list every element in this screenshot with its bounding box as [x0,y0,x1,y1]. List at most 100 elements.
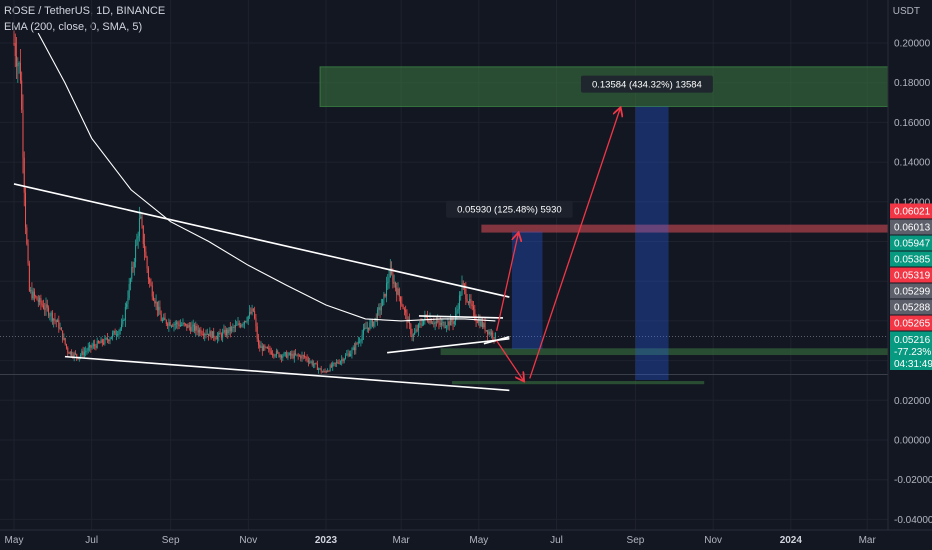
candle-body [325,371,327,373]
candle-body [72,355,74,357]
candle-body [178,324,180,327]
candle-body [53,318,55,321]
candle-body [319,368,321,370]
candle-body [434,321,436,324]
candle-body [232,326,234,328]
candle-body [68,352,70,354]
candle-body [150,282,152,286]
candle-body [223,329,225,333]
price-badge [890,299,932,315]
candle-body [48,307,50,316]
candle-body [471,304,473,307]
candle-body [483,323,485,328]
candle-body [324,371,326,373]
candle-body [362,329,364,335]
candle-body [97,341,99,343]
candle-body [82,351,84,356]
candle-body [37,300,39,303]
candle-body [493,337,495,339]
candle-body [27,243,29,264]
candle-body [104,338,106,344]
candle-body [129,278,131,284]
price-badge [890,315,932,331]
candle-body [342,359,344,362]
candle-body [41,303,43,306]
candle-body [131,267,133,279]
candle-body [348,353,350,357]
candle-body [228,327,230,334]
candle-body [16,55,18,67]
candle-body [277,351,279,353]
candle-body [218,332,220,337]
candle-body [296,354,298,356]
candle-body [250,311,252,314]
bar-countdown: 04:31:49 [894,359,932,370]
candle-body [50,312,52,316]
candle-body [380,306,382,311]
candle-body [214,337,216,339]
candle-body [138,218,140,237]
ema-line [37,32,496,322]
candle-body [90,345,92,348]
candle-body [297,354,299,356]
candle-body [465,288,467,300]
candle-body [487,330,489,335]
current-price-change: -77.23% [894,347,931,358]
candle-body [177,322,179,325]
candle-body [112,333,114,338]
candle-body [291,354,293,356]
candle-body [172,325,174,327]
candle-body [67,347,69,353]
candle-body [415,329,417,333]
candle-body [205,333,207,335]
candle-body [489,331,491,335]
candle-body [316,363,318,370]
candle-body [245,321,247,323]
candle-body [318,368,320,370]
candle-body [476,321,478,323]
candle-body [443,322,445,328]
candle-body [197,330,199,333]
candle-body [269,348,271,352]
candle-body [384,293,386,297]
candle-body [91,346,93,348]
candle-body [247,316,249,321]
candle-body [251,308,253,314]
y-tick-label: 0.18000 [894,78,931,89]
candle-body [301,355,303,359]
candle-body [113,330,115,334]
candle-body [165,320,167,324]
candle-body [485,330,487,332]
candle-body [234,325,236,328]
candle-body [295,353,297,355]
x-tick-label: Jul [550,535,563,546]
price-badge-label: 0.05385 [894,255,931,266]
candle-body [364,327,366,330]
candle-body [447,321,449,327]
candle-body [396,287,398,295]
candle-body [122,320,124,325]
candle-body [186,323,188,329]
candle-body [200,329,202,334]
candle-body [160,314,162,321]
candle-body [426,316,428,321]
candle-body [208,333,210,337]
candle-body [33,291,35,296]
candle-body [400,296,402,304]
candle-body [360,340,362,342]
candle-body [117,334,119,336]
candle-body [320,368,322,372]
candle-body [103,342,105,344]
x-tick-label: May [5,535,24,546]
candle-body [305,356,307,358]
candle-body [30,289,32,291]
candle-body [346,354,348,356]
candle-body [265,347,267,349]
candle-body [92,344,94,347]
x-tick-label: Mar [393,535,411,546]
candle-body [412,334,414,337]
candle-body [420,323,422,325]
candle-body [217,336,219,340]
price-badge [890,235,932,251]
